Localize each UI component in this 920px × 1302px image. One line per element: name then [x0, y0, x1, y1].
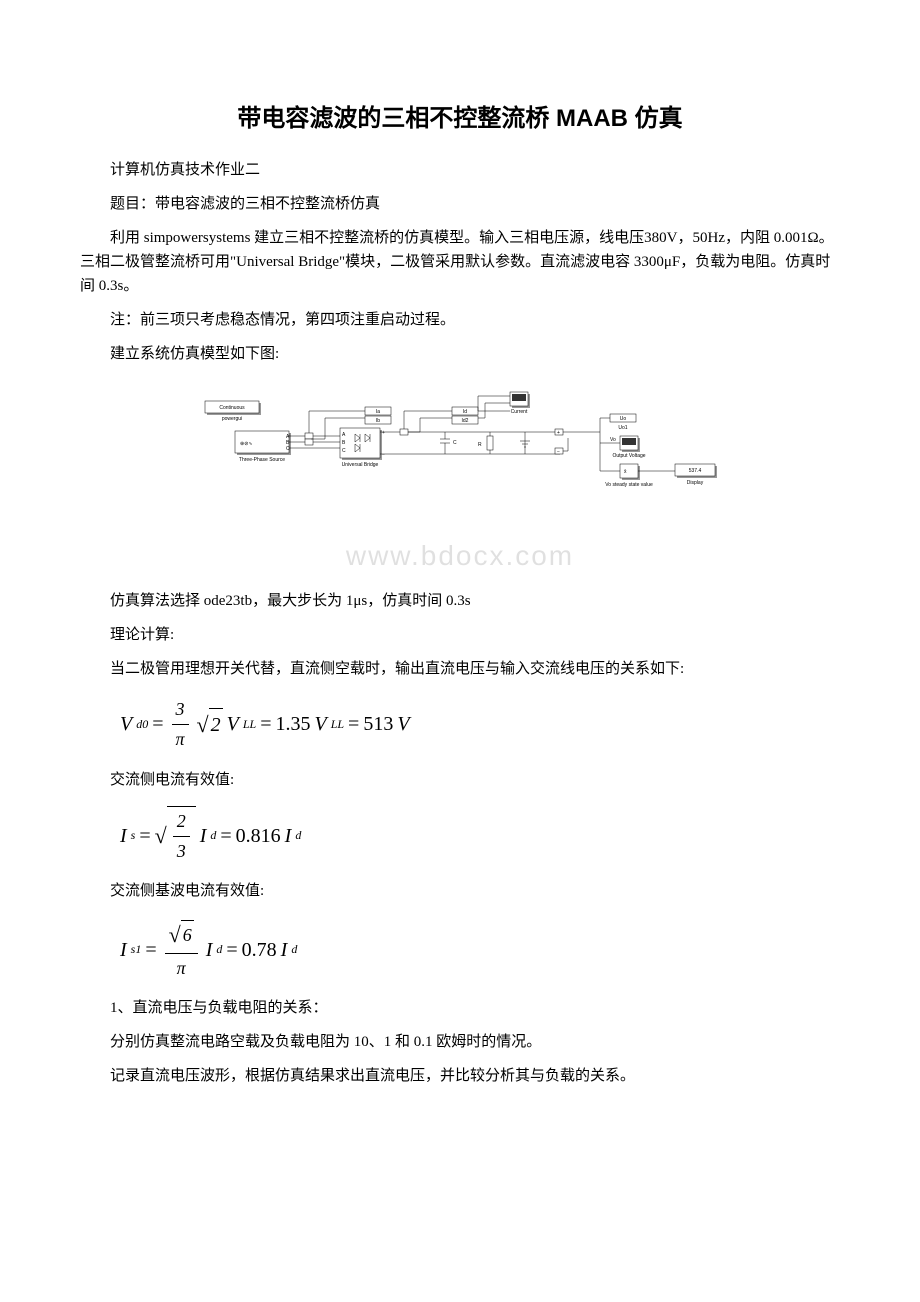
goto-ia: Ia — [376, 409, 380, 415]
goto-id2: Id2 — [462, 418, 469, 424]
section1-line2: 记录直流电压波形，根据仿真结果求出直流电压，并比较分析其与负载的关系。 — [80, 1064, 840, 1088]
display-label: Display — [687, 480, 704, 486]
intro-line1: 计算机仿真技术作业二 — [80, 158, 840, 182]
display-value: 537.4 — [689, 468, 702, 474]
bridge-c: C — [342, 448, 346, 454]
uo1-label: Uo1 — [618, 425, 627, 431]
goto-uo: Uo — [620, 416, 627, 422]
intro-note: 注：前三项只考虑稳态情况，第四项注重启动过程。 — [80, 308, 840, 332]
capacitor-label: C — [453, 440, 457, 446]
svg-text:−: − — [382, 452, 385, 458]
svg-text:⊕⊘∿: ⊕⊘∿ — [240, 441, 253, 447]
theory-desc: 当二极管用理想开关代替，直流侧空载时，输出直流电压与输入交流线电压的关系如下: — [80, 657, 840, 681]
output-voltage-label: Output Voltage — [612, 453, 645, 459]
continuous-label: Continuous — [219, 405, 245, 411]
three-phase-source-label: Three-Phase Source — [239, 457, 285, 463]
resistor-label: R — [478, 442, 482, 448]
port-c: C — [286, 446, 290, 452]
algorithm-note: 仿真算法选择 ode23tb，最大步长为 1μs，仿真时间 0.3s — [80, 589, 840, 613]
section1-heading: 1、直流电压与负载电阻的关系： — [80, 996, 840, 1020]
formula-vd0: Vd0 = 3π 2 VLL = 1.35 VLL = 513 V — [120, 695, 840, 754]
section1-line1: 分别仿真整流电路空载及负载电阻为 10、1 和 0.1 欧姆时的情况。 — [80, 1030, 840, 1054]
theory-label: 理论计算: — [80, 623, 840, 647]
universal-bridge-label: Universal Bridge — [342, 462, 379, 468]
formula-is1: Is1 = 6 π Id = 0.78 Id — [120, 917, 840, 982]
intro-line2: 题目：带电容滤波的三相不控整流桥仿真 — [80, 192, 840, 216]
is1-label: 交流侧基波电流有效值: — [80, 879, 840, 903]
svg-text:+: + — [557, 430, 560, 436]
watermark: www.bdocx.com — [80, 534, 840, 579]
intro-para1: 利用 simpowersystems 建立三相不控整流桥的仿真模型。输入三相电压… — [80, 226, 840, 298]
powergui-label: powergui — [222, 416, 242, 422]
model-label: 建立系统仿真模型如下图: — [80, 342, 840, 366]
is-label: 交流侧电流有效值: — [80, 768, 840, 792]
goto-id: Id — [463, 409, 467, 415]
svg-text:+: + — [382, 430, 385, 436]
simulink-diagram: Continuous powergui ⊕⊘∿ A B C Three-Phas… — [80, 386, 840, 504]
vo-steady-label: Vo steady state value — [605, 482, 653, 488]
current-scope-label: Current — [511, 409, 528, 415]
page-title: 带电容滤波的三相不控整流桥 MAAB 仿真 — [80, 100, 840, 138]
svg-text:−: − — [557, 449, 560, 455]
goto-ib: Ib — [376, 418, 380, 424]
formula-is: Is = 23 Id = 0.816 Id — [120, 806, 840, 866]
vo-label: Vo — [610, 437, 616, 443]
